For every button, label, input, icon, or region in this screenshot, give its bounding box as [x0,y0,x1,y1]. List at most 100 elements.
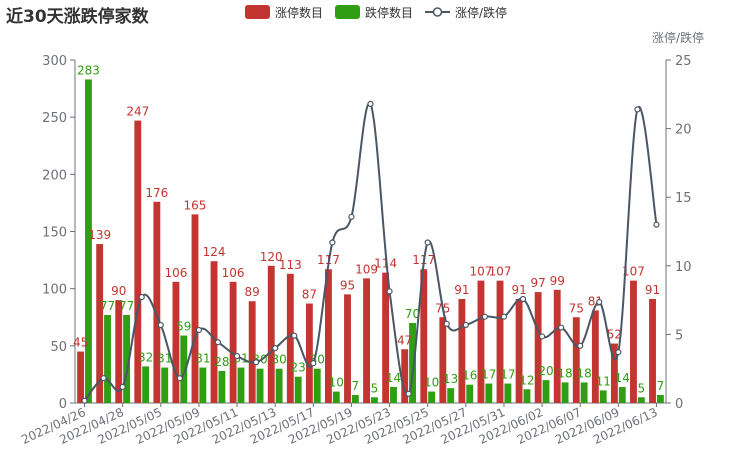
ratio-point[interactable] [500,313,508,320]
bar-limit-up[interactable] [344,294,351,403]
bar-limit-up[interactable] [210,261,218,403]
bar-limit-down[interactable] [104,314,111,403]
bar-limit-up[interactable] [115,300,123,403]
bar-limit-down[interactable] [199,367,207,403]
bar-limit-up[interactable] [630,280,637,403]
bar-limit-down[interactable] [637,397,645,403]
bar-limit-down[interactable] [466,384,474,403]
bar-limit-down[interactable] [142,366,150,403]
bar-limit-up[interactable] [382,272,390,403]
bar-limit-up[interactable] [325,269,332,403]
ratio-point[interactable] [405,390,412,397]
bar-limit-down[interactable] [561,382,569,403]
bar-limit-down[interactable] [237,367,245,403]
bar-limit-up[interactable] [77,351,85,403]
ratio-point[interactable] [386,288,393,295]
bar-limit-down[interactable] [656,394,664,403]
ratio-point[interactable] [176,375,183,382]
bar-limit-up[interactable] [305,303,313,403]
ratio-point[interactable] [443,320,450,327]
ratio-point[interactable] [233,352,241,360]
bar-limit-up[interactable] [591,310,599,403]
ratio-point[interactable] [195,326,203,334]
bar-limit-down[interactable] [428,391,436,403]
bar-limit-up[interactable] [439,317,447,403]
bar-limit-up[interactable] [572,317,580,403]
ratio-point[interactable] [653,221,660,228]
ratio-point[interactable] [157,321,164,329]
bar-limit-up[interactable] [553,289,561,403]
ratio-point[interactable] [615,348,622,356]
bar-limit-up[interactable] [191,214,199,403]
bar-limit-down[interactable] [409,322,416,403]
bar-limit-up[interactable] [286,273,294,403]
bar-limit-down[interactable] [542,380,550,403]
bar-limit-down[interactable] [447,388,455,403]
ratio-point[interactable] [424,239,431,246]
ratio-point[interactable] [272,345,279,352]
ratio-point[interactable] [481,313,488,320]
legend-label[interactable]: 涨停数目 [275,5,323,20]
bar-limit-up[interactable] [172,281,180,403]
ratio-point[interactable] [519,295,527,303]
bar-limit-up[interactable] [267,265,275,403]
bar-limit-up[interactable] [420,269,428,403]
ratio-point[interactable] [634,106,641,113]
ratio-point[interactable] [577,342,584,349]
bar-limit-up[interactable] [610,343,618,403]
bar-limit-down[interactable] [256,368,264,403]
bar-limit-down[interactable] [313,368,321,403]
bar-limit-down[interactable] [275,368,283,403]
legend-label[interactable]: 涨停/跌停 [455,5,507,20]
bar-limit-down[interactable] [390,386,397,403]
ratio-point[interactable] [367,100,374,108]
ratio-point[interactable] [253,359,260,366]
bar-limit-down[interactable] [351,394,359,403]
bar-limit-down[interactable] [161,367,169,403]
ratio-point[interactable] [538,333,546,340]
ratio-point[interactable] [138,293,145,301]
bar-limit-up[interactable] [458,298,466,403]
bar-limit-down[interactable] [523,389,531,403]
bar-limit-up[interactable] [96,244,104,403]
bar-limit-down[interactable] [371,397,378,403]
bar-limit-down[interactable] [599,390,607,403]
bar-limit-down[interactable] [218,370,226,403]
legend-swatch[interactable] [335,5,360,19]
bar-limit-up[interactable] [248,301,256,403]
bar-limit-down[interactable] [618,386,626,403]
ratio-point[interactable] [100,375,107,382]
bar-limit-down[interactable] [123,314,131,403]
legend-label[interactable]: 跌停数目 [365,5,413,20]
bar-limit-up[interactable] [649,298,656,403]
ratio-point[interactable] [596,298,603,306]
data-label-limit-down: 14 [615,371,630,385]
ratio-point[interactable] [119,383,126,391]
bar-limit-up[interactable] [515,298,523,403]
bar-limit-down[interactable] [85,79,92,403]
y-tick-label: 300 [42,54,67,69]
ratio-point[interactable] [348,213,355,220]
bar-limit-up[interactable] [534,292,542,403]
bar-limit-down[interactable] [180,335,188,403]
bar-limit-down[interactable] [485,383,493,403]
ratio-point[interactable] [81,397,88,404]
ratio-point[interactable] [329,239,336,246]
bar-limit-up[interactable] [477,280,485,403]
ratio-point[interactable] [291,332,298,339]
bar-limit-up[interactable] [401,349,409,403]
ratio-point[interactable] [462,321,469,329]
bar-limit-up[interactable] [134,120,142,403]
bar-limit-down[interactable] [580,382,588,403]
bar-limit-up[interactable] [229,281,237,403]
ratio-point[interactable] [214,339,222,346]
bar-limit-down[interactable] [504,383,512,403]
legend-swatch[interactable] [245,5,270,19]
bar-limit-up[interactable] [153,201,161,403]
bar-limit-up[interactable] [363,278,370,403]
bar-limit-down[interactable] [294,376,302,403]
bar-limit-down[interactable] [332,391,340,403]
ratio-point[interactable] [310,360,317,367]
bar-limit-up[interactable] [496,280,504,403]
ratio-point[interactable] [558,324,565,331]
